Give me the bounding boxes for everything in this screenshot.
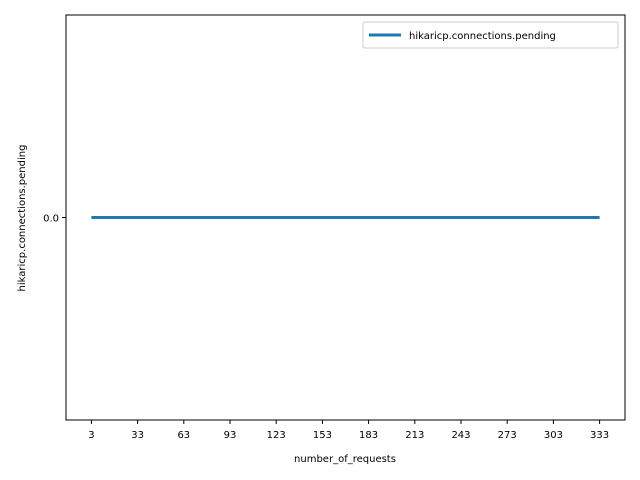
x-tick-label: 63 (177, 430, 190, 441)
x-axis: 3 33 63 93 123 153 183 213 243 273 303 333 (88, 420, 609, 441)
y-axis: 0.0 (43, 214, 66, 225)
x-tick-label: 183 (359, 430, 378, 441)
x-axis-label: number_of_requests (294, 454, 396, 465)
y-tick-label: 0.0 (43, 214, 59, 225)
y-axis-label: hikaricp.connections.pending (17, 145, 28, 292)
legend-entry: hikaricp.connections.pending (409, 31, 556, 42)
legend-box (362, 21, 619, 49)
x-tick-label: 273 (498, 430, 517, 441)
x-tick-label: 33 (131, 430, 144, 441)
x-tick-label: 3 (88, 430, 94, 441)
x-tick-label: 303 (544, 430, 563, 441)
x-tick-label: 153 (313, 430, 332, 441)
x-tick-label: 213 (405, 430, 424, 441)
legend: hikaricp.connections.pending (362, 21, 619, 49)
x-tick-label: 123 (267, 430, 286, 441)
x-tick-label: 243 (451, 430, 470, 441)
x-tick-label: 333 (590, 430, 609, 441)
x-tick-label: 93 (224, 430, 237, 441)
axes-frame (65, 14, 626, 421)
